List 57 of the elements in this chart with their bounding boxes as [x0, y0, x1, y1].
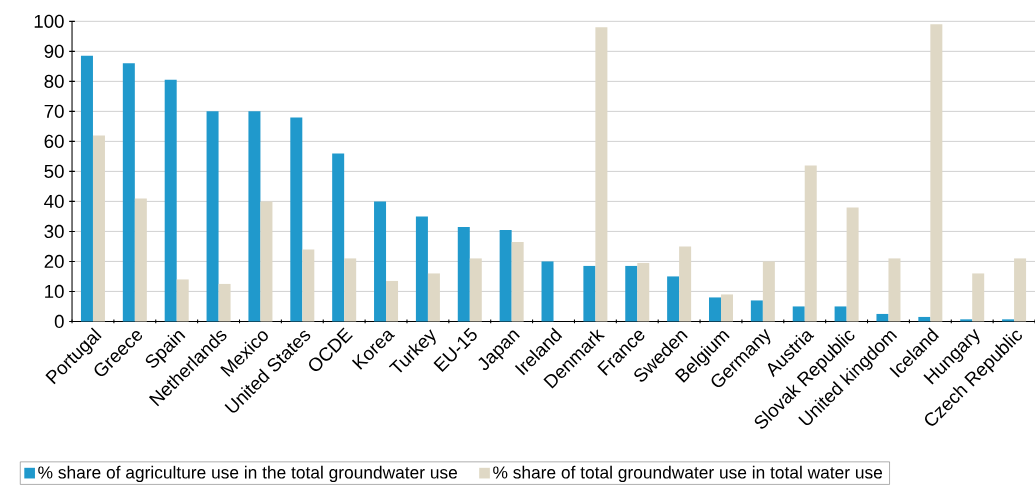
bar	[248, 111, 261, 322]
bar	[930, 24, 943, 322]
y-tick-label: 30	[44, 224, 64, 239]
bar	[80, 55, 93, 322]
bar	[164, 79, 177, 322]
y-tick-label: 20	[44, 254, 64, 269]
bar	[206, 111, 219, 322]
bar	[386, 281, 399, 322]
legend-label: % share of agriculture use in the total groundwater use	[38, 465, 458, 483]
bar	[499, 229, 512, 322]
bar	[344, 258, 357, 322]
y-tick-label: 0	[54, 314, 64, 329]
bar	[679, 246, 692, 322]
bar	[332, 153, 345, 322]
bar	[667, 276, 680, 322]
bar	[511, 242, 524, 322]
bar	[595, 27, 608, 322]
bar	[92, 135, 105, 322]
bar	[720, 294, 733, 322]
bar	[750, 300, 763, 322]
bar	[427, 273, 440, 322]
bar	[1002, 319, 1015, 322]
legend-label: % share of total groundwater use in total water use	[493, 465, 883, 483]
y-tick-label: 90	[44, 44, 64, 59]
y-tick-label: 60	[44, 134, 64, 149]
bar	[176, 279, 189, 322]
bar	[1014, 258, 1027, 322]
bar	[541, 261, 554, 322]
bar	[960, 319, 973, 322]
bar	[972, 273, 985, 322]
bar	[708, 297, 721, 322]
bar	[415, 216, 428, 322]
bar	[469, 258, 482, 322]
bar	[290, 117, 303, 322]
bar	[804, 165, 817, 322]
bar	[374, 201, 387, 322]
bar	[625, 266, 638, 322]
y-tick-label: 100	[34, 14, 64, 29]
bar	[762, 261, 775, 322]
bar	[876, 314, 889, 322]
bar	[792, 306, 805, 322]
bar	[218, 284, 231, 322]
y-tick-label: 80	[44, 74, 64, 89]
y-tick-label: 10	[45, 284, 64, 299]
bar	[134, 198, 147, 322]
y-tick-label: 70	[44, 104, 64, 119]
y-tick-label: 40	[44, 194, 64, 209]
bar	[888, 258, 901, 322]
bar	[637, 263, 650, 322]
bar	[302, 249, 315, 322]
y-tick-label: 50	[44, 164, 64, 179]
bar	[122, 63, 135, 322]
bar	[834, 306, 847, 322]
bar	[846, 207, 859, 322]
bar	[583, 266, 596, 322]
bar	[260, 201, 273, 322]
bar	[457, 226, 470, 322]
